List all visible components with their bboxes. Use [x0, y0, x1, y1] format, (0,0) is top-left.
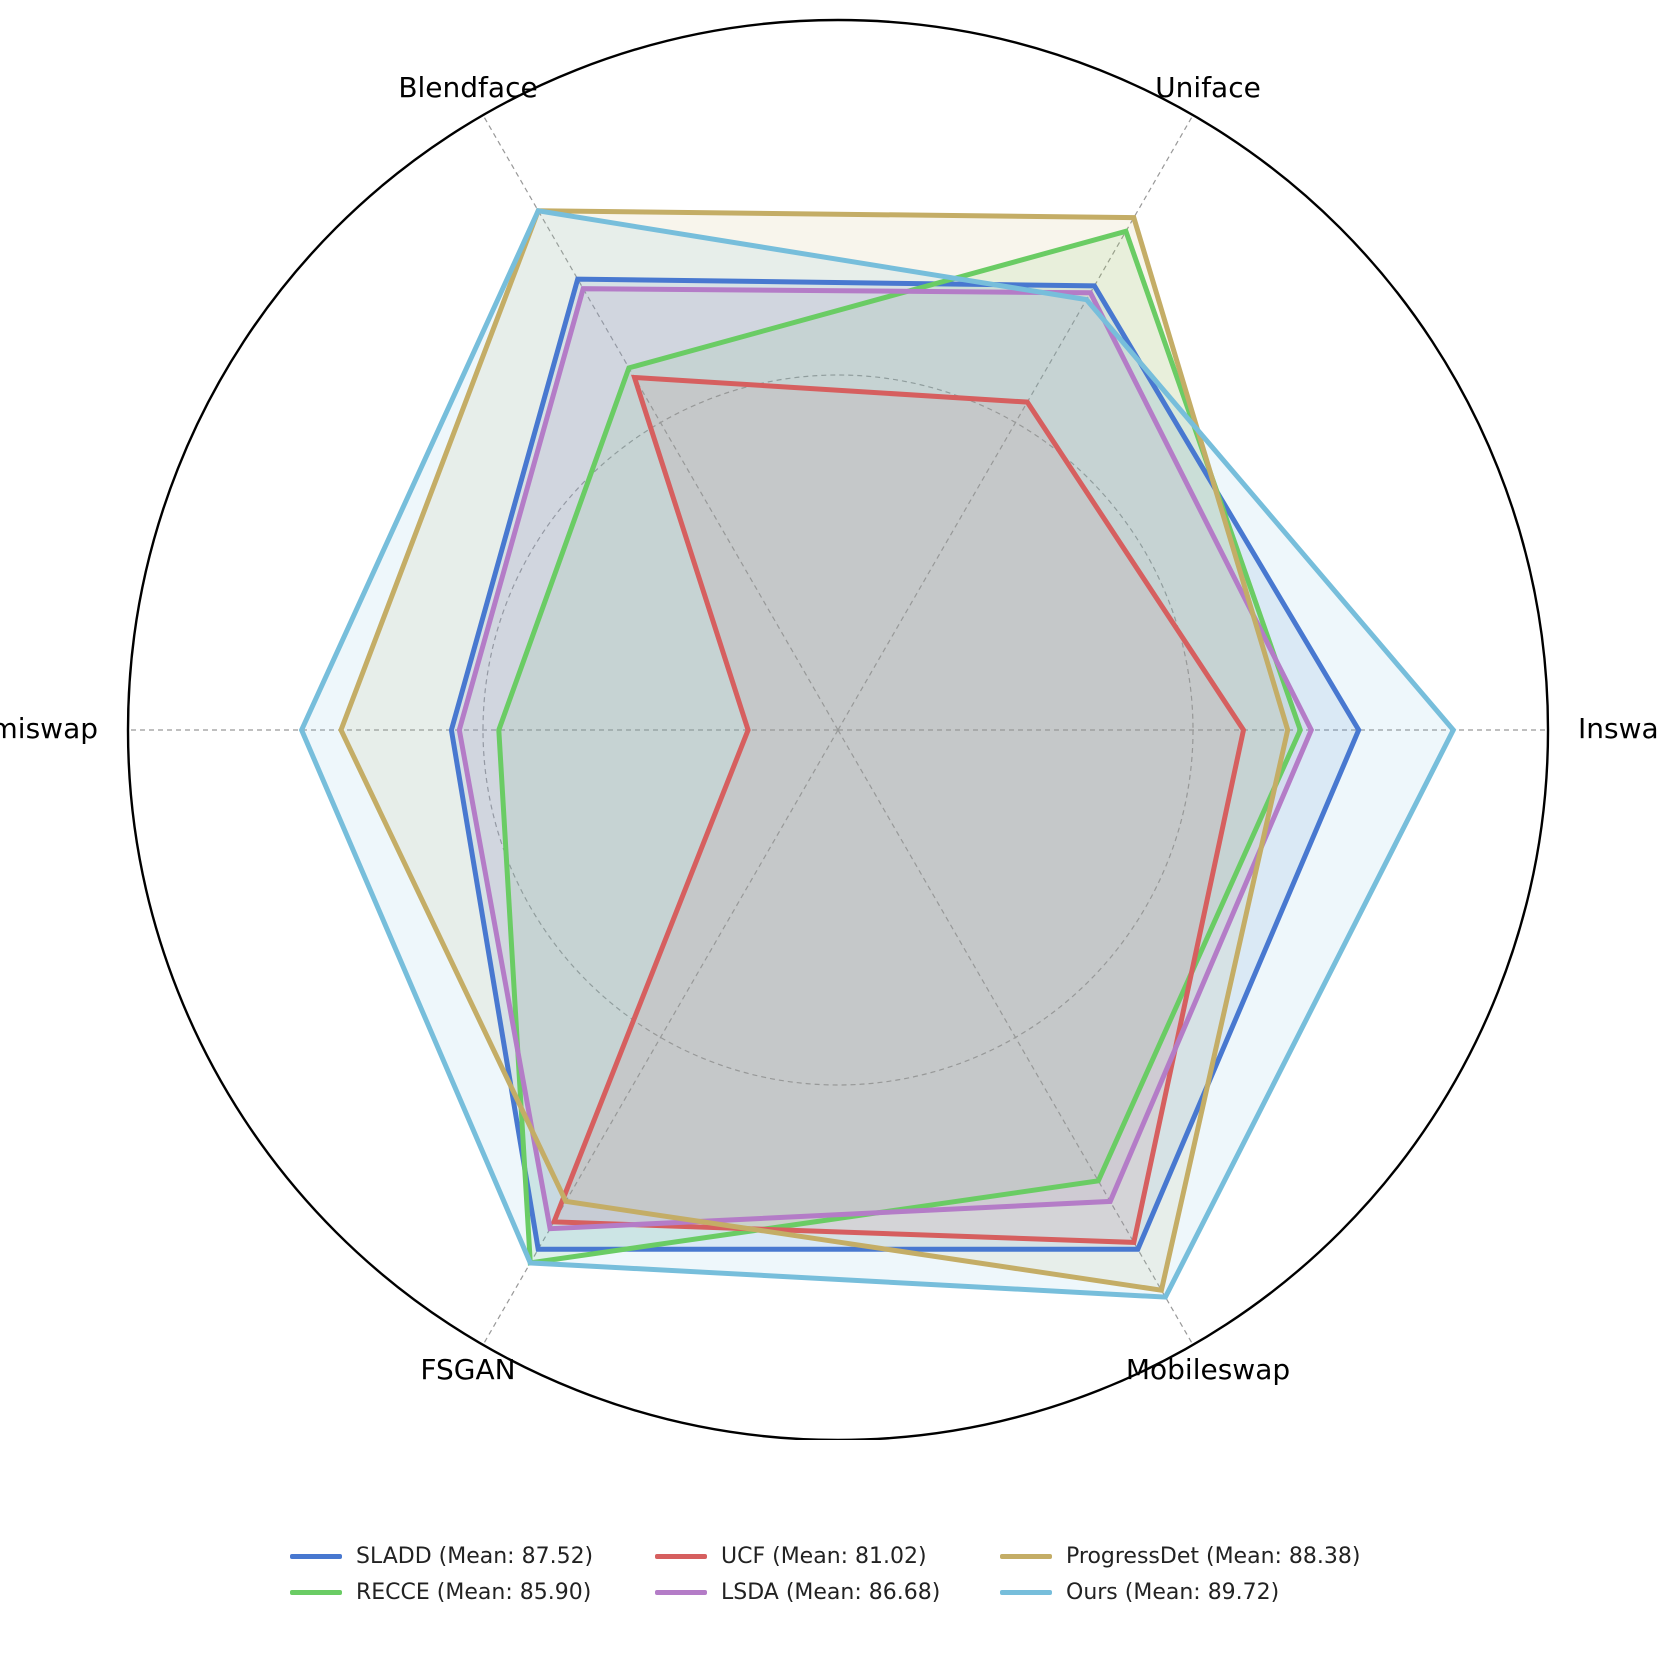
series-line — [448, 276, 1362, 1252]
series-fill — [554, 377, 1244, 1243]
axis-label-layer: Inswap Uniface Blendface Smiswap FSGAN Mobile… — [0, 71, 1660, 1386]
legend-swatch — [655, 1589, 707, 1595]
series-line — [496, 228, 1303, 1266]
axis-spoke — [837, 729, 1194, 1346]
axis-label: Mobileswap — [1126, 1353, 1290, 1386]
legend: SLADD (Mean: 87.52) UCF (Mean: 81.02) Prog… — [290, 1540, 1410, 1608]
axis-label: Uniface — [1155, 71, 1261, 104]
legend-label: UCF (Mean: 81.02) — [721, 1543, 927, 1569]
legend-label: ProgressDet (Mean: 88.38) — [1066, 1543, 1361, 1569]
series-line — [456, 286, 1315, 1232]
series-fill — [451, 279, 1359, 1250]
legend-swatch — [290, 1589, 342, 1595]
legend-item: SLADD (Mean: 87.52) — [290, 1540, 655, 1572]
series-line-layer — [298, 208, 1457, 1300]
legend-item: Ours (Mean: 89.72) — [1000, 1576, 1400, 1608]
series-fill — [341, 210, 1288, 1291]
axis-label: FSGAN — [420, 1353, 515, 1386]
series-fill-layer — [301, 210, 1454, 1298]
legend-label: Ours (Mean: 89.72) — [1066, 1579, 1280, 1605]
axis-label: Inswap — [1578, 712, 1660, 745]
axis-label: Smiswap — [0, 712, 98, 745]
legend-label: SLADD (Mean: 87.52) — [356, 1543, 594, 1569]
legend-item: LSDA (Mean: 86.68) — [655, 1576, 1000, 1608]
legend-item: RECCE (Mean: 85.90) — [290, 1576, 655, 1608]
legend-item: UCF (Mean: 81.02) — [655, 1540, 1000, 1572]
legend-swatch — [290, 1553, 342, 1559]
grid-layer — [127, 19, 1549, 1440]
legend-swatch — [1000, 1589, 1052, 1595]
legend-swatch — [655, 1553, 707, 1559]
axis-spoke — [837, 114, 1194, 731]
legend-swatch — [1000, 1553, 1052, 1559]
series-line — [338, 208, 1291, 1294]
series-line — [550, 374, 1247, 1245]
axis-label: Blendface — [398, 71, 537, 104]
series-fill — [459, 288, 1312, 1229]
series-line — [298, 208, 1457, 1300]
radar-chart: Inswap Uniface Blendface Smiswap FSGAN Mobile… — [0, 19, 1660, 1440]
series-fill — [498, 231, 1301, 1263]
legend-label: RECCE (Mean: 85.90) — [356, 1579, 592, 1605]
legend-label: LSDA (Mean: 86.68) — [721, 1579, 941, 1605]
legend-item: ProgressDet (Mean: 88.38) — [1000, 1540, 1400, 1572]
axis-spoke — [482, 114, 839, 731]
axis-spoke — [482, 729, 839, 1346]
outer-frame — [127, 19, 1549, 1440]
